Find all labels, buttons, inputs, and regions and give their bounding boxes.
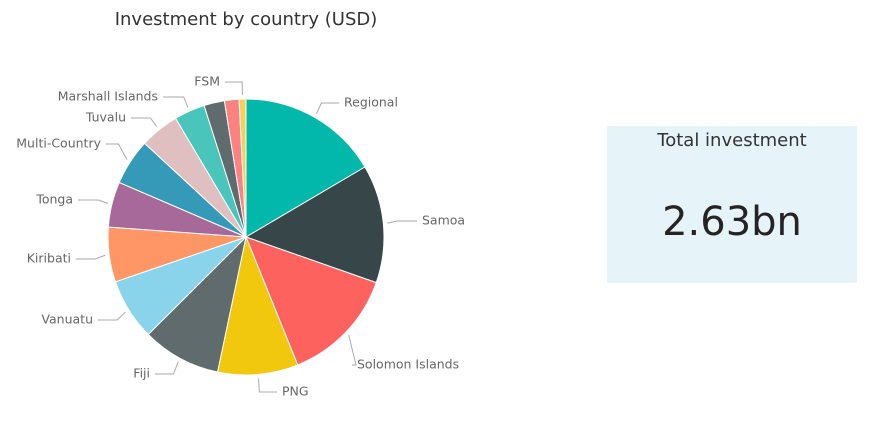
pie-slice (245, 236, 377, 366)
leader-line (98, 311, 126, 321)
pie-slice (216, 235, 299, 376)
slice-label: Solomon Islands (357, 357, 459, 372)
slice-label: Samoa (422, 213, 465, 228)
pie-slice (238, 98, 247, 238)
card-title: Total investment (656, 130, 806, 151)
leader-line (163, 96, 189, 108)
card-background (607, 126, 857, 283)
slice-label: Regional (344, 95, 398, 110)
slice-label: FSM (194, 74, 220, 89)
pie-slice (244, 166, 385, 284)
chart-title: Investment by country (USD) (115, 9, 378, 30)
slice-label: PNG (282, 384, 309, 399)
leader-line (131, 117, 158, 127)
leader-line (78, 199, 109, 204)
leader-line (387, 220, 417, 224)
slice-label: Tuvalu (85, 110, 126, 125)
pie: Regional Samoa Solomon Islands PNG Fiji Vanua… (16, 74, 465, 399)
slice-label: Vanuatu (41, 312, 93, 327)
slice-label: Multi-Country (16, 136, 101, 151)
leader-line (316, 102, 339, 114)
leader-line (258, 378, 277, 393)
slice-label: Tonga (35, 192, 73, 207)
slice-label: Kiribati (27, 251, 71, 266)
leader-line (225, 81, 243, 96)
leader-line (76, 254, 106, 260)
pie-slice (147, 235, 247, 373)
leader-line (106, 143, 128, 160)
card-value: 2.63bn (662, 199, 802, 245)
leader-line (348, 334, 357, 366)
slice-label: Fiji (133, 366, 150, 381)
slice-label: Marshall Islands (58, 89, 158, 104)
pie-slice (245, 98, 366, 238)
leader-line (155, 361, 179, 375)
